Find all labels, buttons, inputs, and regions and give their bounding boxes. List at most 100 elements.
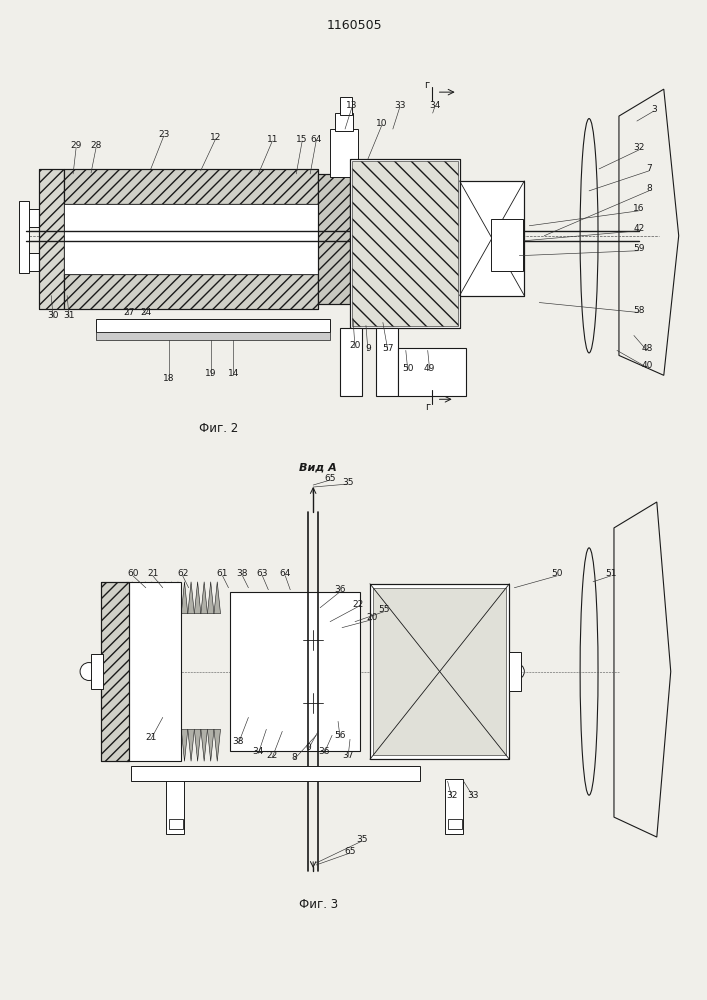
Bar — [491, 219, 523, 271]
Bar — [330, 129, 358, 177]
Bar — [26, 253, 40, 271]
Bar — [64, 169, 318, 204]
Circle shape — [177, 217, 188, 228]
Text: 64: 64 — [310, 135, 322, 144]
Polygon shape — [175, 729, 181, 761]
Bar — [40, 169, 64, 309]
Polygon shape — [162, 582, 168, 614]
Text: 34: 34 — [252, 747, 264, 756]
Text: 32: 32 — [633, 143, 645, 152]
Bar — [26, 209, 40, 227]
Text: 28: 28 — [90, 141, 102, 150]
Text: 49: 49 — [424, 364, 436, 373]
Text: 59: 59 — [633, 244, 645, 253]
Polygon shape — [148, 729, 155, 761]
Polygon shape — [175, 582, 181, 614]
Text: 36: 36 — [334, 585, 346, 594]
Text: 8: 8 — [291, 753, 297, 762]
Text: 60: 60 — [127, 569, 139, 578]
Circle shape — [228, 243, 239, 254]
Bar — [373, 588, 506, 755]
Circle shape — [491, 228, 523, 260]
Polygon shape — [155, 582, 162, 614]
Text: 9: 9 — [365, 344, 370, 353]
Bar — [398, 348, 465, 396]
Circle shape — [194, 217, 205, 228]
Bar — [340, 97, 352, 115]
Text: 55: 55 — [378, 605, 390, 614]
Circle shape — [194, 243, 205, 254]
Circle shape — [160, 243, 171, 254]
Text: 13: 13 — [346, 101, 358, 110]
Text: Вид А: Вид А — [299, 462, 337, 472]
Bar — [350, 159, 460, 328]
Text: г: г — [424, 80, 429, 90]
Bar — [64, 274, 318, 309]
Polygon shape — [142, 582, 148, 614]
Text: 19: 19 — [205, 369, 216, 378]
Text: 58: 58 — [633, 306, 645, 315]
Polygon shape — [155, 729, 162, 761]
Bar — [445, 779, 462, 834]
Text: 61: 61 — [217, 569, 228, 578]
Circle shape — [245, 243, 256, 254]
Circle shape — [279, 243, 290, 254]
Text: 30: 30 — [47, 311, 59, 320]
Circle shape — [211, 243, 222, 254]
Text: Фиг. 2: Фиг. 2 — [199, 422, 238, 435]
Polygon shape — [201, 729, 207, 761]
Text: 37: 37 — [342, 751, 354, 760]
Polygon shape — [181, 729, 188, 761]
Circle shape — [301, 691, 325, 715]
Text: 62: 62 — [177, 569, 188, 578]
Text: 40: 40 — [641, 361, 653, 370]
Bar — [376, 328, 398, 396]
Bar — [165, 779, 184, 834]
Circle shape — [346, 222, 374, 250]
Text: 11: 11 — [267, 135, 278, 144]
Circle shape — [228, 217, 239, 228]
Text: 1160505: 1160505 — [326, 19, 382, 32]
Bar — [96, 319, 330, 332]
Text: 8: 8 — [646, 184, 652, 193]
Text: 23: 23 — [158, 130, 170, 139]
Text: 21: 21 — [145, 733, 156, 742]
Text: 48: 48 — [641, 344, 653, 353]
Polygon shape — [142, 729, 148, 761]
Text: 21: 21 — [147, 569, 158, 578]
Bar — [340, 328, 362, 396]
Bar — [318, 174, 350, 304]
Bar — [370, 584, 509, 759]
Bar — [40, 169, 64, 309]
Text: 22: 22 — [352, 600, 363, 609]
Text: 29: 29 — [71, 141, 82, 150]
Circle shape — [262, 243, 273, 254]
Polygon shape — [214, 729, 221, 761]
Circle shape — [262, 217, 273, 228]
Bar — [64, 169, 318, 204]
Text: 65: 65 — [344, 847, 356, 856]
Polygon shape — [181, 582, 188, 614]
Text: 42: 42 — [633, 224, 645, 233]
Bar — [460, 181, 525, 296]
Text: 0: 0 — [305, 743, 311, 752]
Bar — [448, 819, 462, 829]
Text: г: г — [425, 402, 431, 412]
Polygon shape — [194, 582, 201, 614]
Circle shape — [245, 217, 256, 228]
Polygon shape — [136, 729, 142, 761]
Polygon shape — [214, 582, 221, 614]
Circle shape — [160, 217, 171, 228]
Bar — [64, 274, 318, 309]
Bar — [96, 332, 330, 340]
Polygon shape — [201, 582, 207, 614]
Text: 22: 22 — [267, 751, 278, 760]
Polygon shape — [136, 582, 142, 614]
Text: 16: 16 — [633, 204, 645, 213]
Bar — [460, 181, 525, 296]
Bar — [126, 582, 181, 761]
Bar — [352, 161, 457, 326]
Polygon shape — [129, 729, 136, 761]
Polygon shape — [188, 729, 194, 761]
Polygon shape — [207, 729, 214, 761]
